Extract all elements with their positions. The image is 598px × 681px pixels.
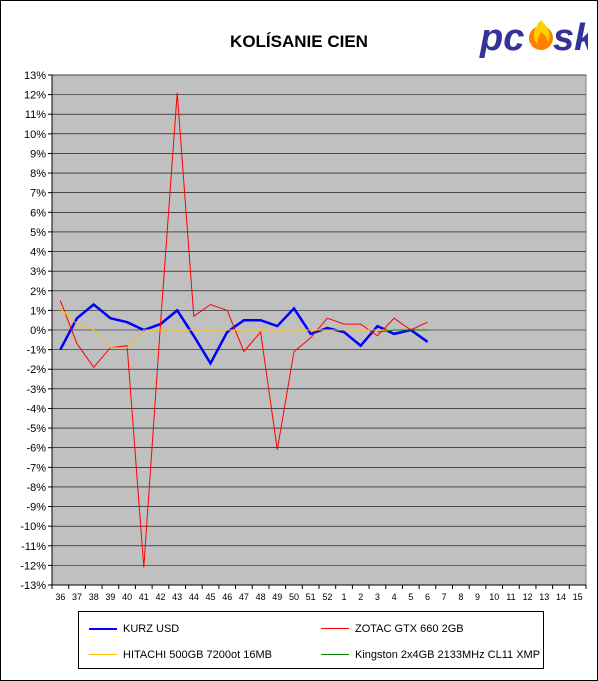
x-tick-label: 42 xyxy=(155,592,165,600)
y-tick-label: 13% xyxy=(24,70,46,82)
x-tick-label: 49 xyxy=(272,592,282,600)
x-tick-label: 52 xyxy=(322,592,332,600)
y-tick-label: 10% xyxy=(24,129,46,141)
y-tick-label: 8% xyxy=(30,168,46,180)
y-tick-label: 0% xyxy=(30,325,46,337)
y-tick-label: -6% xyxy=(26,443,46,455)
x-tick-label: 5 xyxy=(408,592,413,600)
y-tick-label: -8% xyxy=(26,482,46,494)
x-tick-label: 50 xyxy=(289,592,299,600)
x-tick-label: 8 xyxy=(458,592,463,600)
y-tick-label: -9% xyxy=(26,502,46,514)
y-tick-label: -10% xyxy=(20,521,46,533)
y-tick-label: 7% xyxy=(30,188,46,200)
x-tick-label: 3 xyxy=(375,592,380,600)
y-tick-label: -2% xyxy=(26,364,46,376)
x-tick-label: 9 xyxy=(475,592,480,600)
x-tick-label: 10 xyxy=(489,592,499,600)
x-tick-label: 7 xyxy=(442,592,447,600)
y-tick-label: 12% xyxy=(24,90,46,102)
y-tick-label: -4% xyxy=(26,403,46,415)
x-tick-label: 6 xyxy=(425,592,430,600)
logo-flame-icon xyxy=(529,20,553,50)
x-tick-label: 11 xyxy=(506,592,515,600)
legend-label-kingston: Kingston 2x4GB 2133MHz CL11 XMP xyxy=(355,649,541,661)
x-tick-label: 2 xyxy=(358,592,363,600)
y-tick-label: -11% xyxy=(21,541,46,553)
x-tick-label: 45 xyxy=(206,592,216,600)
x-tick-label: 4 xyxy=(392,592,397,600)
y-tick-label: 3% xyxy=(30,266,46,278)
x-tick-label: 39 xyxy=(105,592,115,600)
y-tick-label: 1% xyxy=(30,305,46,317)
y-tick-label: -1% xyxy=(26,345,46,357)
legend-swatch-kingston xyxy=(321,654,349,655)
x-tick-label: 40 xyxy=(122,592,132,600)
x-tick-label: 47 xyxy=(239,592,249,600)
legend-label-zotac: ZOTAC GTX 660 2GB xyxy=(355,623,464,635)
x-tick-label: 46 xyxy=(222,592,232,600)
logo-text-right: sk xyxy=(553,17,588,59)
x-tick-label: 48 xyxy=(256,592,266,600)
chart-title: KOLÍSANIE CIEN xyxy=(230,32,368,51)
pcsk-logo: pc sk xyxy=(479,17,588,59)
legend-swatch-zotac xyxy=(321,628,349,629)
x-tick-label: 37 xyxy=(72,592,82,600)
series-line-1 xyxy=(59,92,428,568)
y-tick-label: -13% xyxy=(20,580,46,592)
legend: KURZ USD ZOTAC GTX 660 2GB HITACHI 500GB… xyxy=(78,611,544,669)
legend-swatch-kurz-usd xyxy=(89,628,117,630)
x-tick-label: 36 xyxy=(55,592,65,600)
x-tick-label: 41 xyxy=(139,592,149,600)
y-tick-label: -7% xyxy=(26,462,46,474)
series-line-3 xyxy=(377,329,428,333)
y-tick-label: 4% xyxy=(30,247,46,259)
logo-text-left: pc xyxy=(479,17,524,59)
y-tick-label: -12% xyxy=(20,560,46,572)
x-tick-label: 15 xyxy=(573,592,583,600)
x-tick-label: 38 xyxy=(89,592,99,600)
plot-area: 13% 12% 11% 10% 9% 8% 7% 6% 5% 4% 3% 2% 1% 0% -1% -2% -3… xyxy=(20,70,587,600)
legend-label-hitachi: HITACHI 500GB 7200ot 16MB xyxy=(123,649,272,661)
legend-label-kurz-usd: KURZ USD xyxy=(123,623,180,635)
x-tick-label: 1 xyxy=(342,592,347,600)
y-tick-label: 9% xyxy=(30,148,46,160)
x-tick-label: 44 xyxy=(189,592,199,600)
y-tick-label: 6% xyxy=(30,207,46,219)
x-tick-label: 13 xyxy=(539,592,549,600)
legend-swatch-hitachi xyxy=(89,654,117,655)
x-tick-label: 51 xyxy=(306,592,316,600)
y-tick-label: -3% xyxy=(26,384,46,396)
y-tick-label: 11% xyxy=(25,109,46,121)
x-tick-label: 14 xyxy=(556,592,566,600)
x-tick-label: 12 xyxy=(523,592,533,600)
y-tick-label: 2% xyxy=(30,286,46,298)
x-tick-label: 43 xyxy=(172,592,182,600)
y-tick-label: -5% xyxy=(26,423,46,435)
y-tick-label: 5% xyxy=(30,227,46,239)
